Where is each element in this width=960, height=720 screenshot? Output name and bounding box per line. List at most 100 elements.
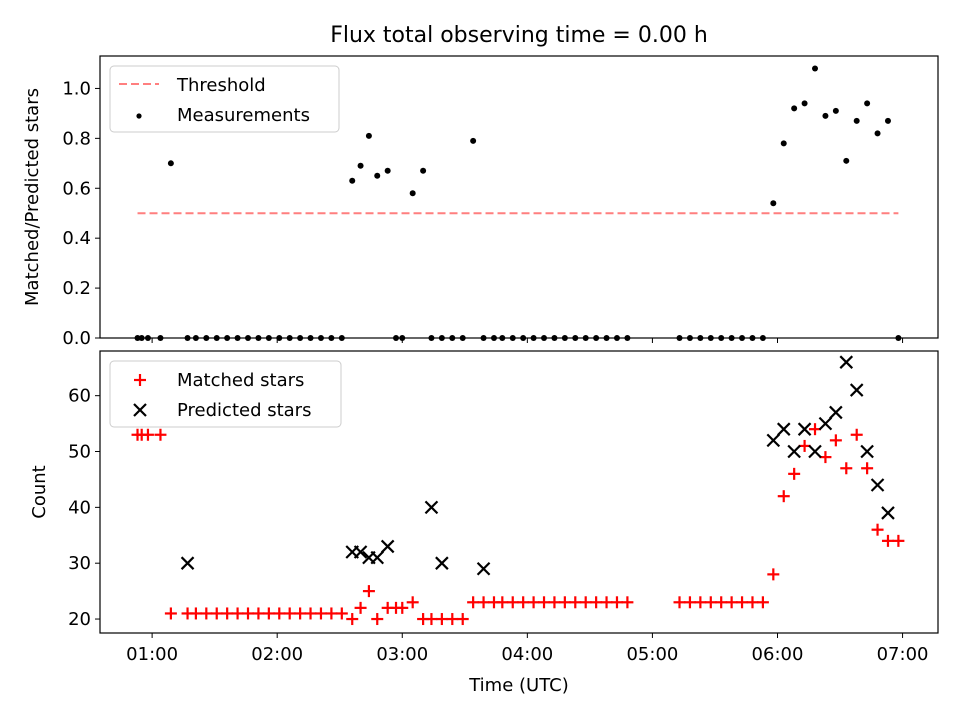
bottom-axes-frame [99,350,939,634]
predicted-star-point [839,355,854,369]
matched-star-point [558,596,571,609]
matched-star-point [736,596,749,609]
top-y-tick-label: 0.6 [62,178,91,199]
measurement-point [780,140,787,147]
x-tick-label: 02:00 [251,644,303,665]
measurement-point [420,167,427,174]
predicted-star-point [870,478,885,492]
matched-star-point [335,607,348,620]
measurement-point [770,200,777,207]
matched-star-point [725,596,738,609]
top-axes-frame [99,55,939,339]
bottom-y-tick-label: 20 [68,609,91,630]
matched-star-point [231,607,244,620]
matched-star-point [396,601,409,614]
measurements-legend-dot [136,113,142,119]
measurement-point [874,130,881,137]
legend-matched-label: Matched stars [177,370,304,391]
matched-star-point [683,596,696,609]
legend-predicted-label: Predicted stars [177,400,311,421]
matched-star-point [252,607,265,620]
matched-star-point [715,596,728,609]
matched-star-point [354,601,367,614]
matched-star-point [517,596,530,609]
top-y-tick-label: 0.0 [62,328,91,349]
matched-star-point [548,596,561,609]
matched-star-point [579,596,592,609]
matched-star-point [406,596,419,609]
matched-star-point [210,607,223,620]
matched-star-point [435,613,448,626]
matched-star-point [425,613,438,626]
matched-star-point [746,596,759,609]
bottom-plot-area [131,355,905,626]
matched-star-point [496,596,509,609]
matched-star-point [819,451,832,464]
predicted-star-point [766,433,781,448]
matched-star-point [506,596,519,609]
matched-star-point [456,613,469,626]
predicted-star-point [370,550,385,565]
matched-star-point [477,596,490,609]
top-legend: Threshold Measurements [109,65,340,133]
predicted-star-point [787,444,801,459]
bottom-y-tick-label: 60 [68,386,91,407]
matched-star-point [221,607,234,620]
matched-star-point [829,434,842,447]
measurement-point [853,117,860,124]
matched-star-point [809,423,822,436]
measurement-point [365,132,372,139]
matched-star-point [767,568,780,581]
predicted-star-point [808,444,822,459]
matched-star-point [621,596,634,609]
measurement-point [822,112,829,119]
matched-star-point [242,607,255,620]
matched-star-point [200,607,213,620]
matched-star-point [569,596,582,609]
matched-star-point [892,534,905,547]
predicted-star-point [435,556,449,570]
matched-star-point [273,607,286,620]
matched-star-point [871,523,884,536]
predicted-star-point [424,500,439,515]
x-tick-label: 03:00 [376,644,428,665]
measurement-point [384,167,391,174]
matched-star-point [590,596,603,609]
measurement-point [791,105,798,112]
measurement-point [832,107,839,114]
matched-star-point [704,596,717,609]
measurement-point [801,100,808,107]
matched-star-point [283,607,296,620]
matched-star-point [881,534,894,547]
measurement-point [884,117,891,124]
x-axis-label: Time (UTC) [468,675,569,696]
legend-threshold-label: Threshold [176,75,266,96]
predicted-star-point [849,383,864,397]
measurement-point [374,172,381,179]
matched-star-point [346,613,359,626]
predicted-star-point [180,556,195,570]
chart-title: Flux total observing time = 0.00 h [330,23,708,48]
bottom-y-tick-label: 30 [68,553,91,574]
measurement-point [349,177,356,184]
matched-star-point [189,607,202,620]
matched-star-point [371,613,384,626]
measurement-point [470,137,477,144]
top-y-tick-label: 0.8 [62,128,91,149]
matched-star-point [840,462,853,475]
legend-measurements-label: Measurements [177,105,310,126]
x-tick-label: 07:00 [877,644,929,665]
matched-star-point [467,596,480,609]
predicted-star-point [353,545,368,559]
matched-star-point [314,607,327,620]
matched-star-point [798,439,811,452]
matched-star-point [262,607,275,620]
predicted-star-point [476,562,491,576]
top-plot-area [134,65,902,341]
predicted-legend-marker [133,403,147,417]
predicted-star-point [860,444,874,459]
predicted-star-point [829,405,843,420]
matched-star-point [304,607,317,620]
matched-star-point [362,585,375,598]
